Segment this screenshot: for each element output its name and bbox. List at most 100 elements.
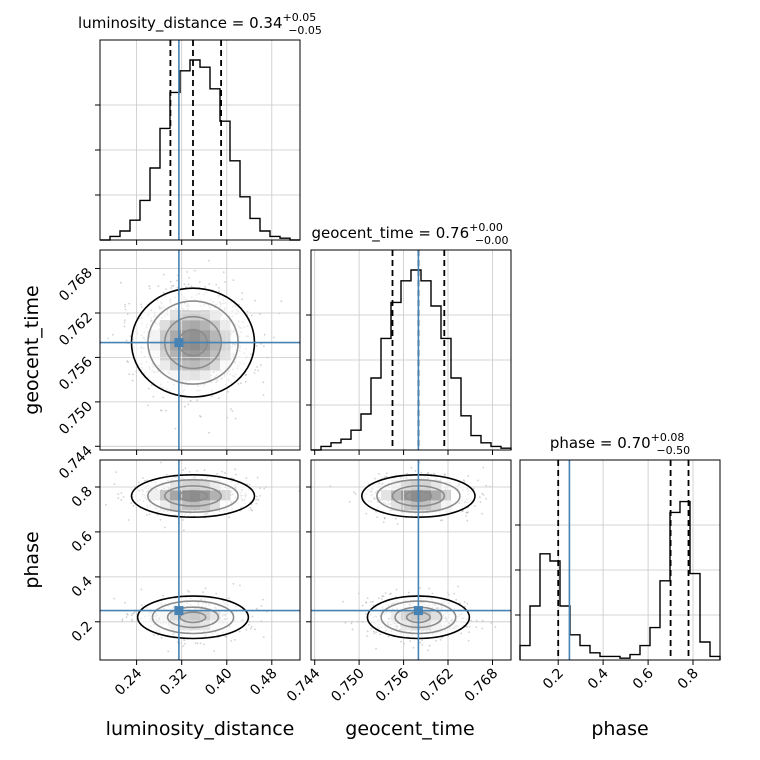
sample-point (127, 361, 129, 363)
sample-point (470, 619, 473, 622)
x-tick-label: 0.48 (247, 666, 280, 699)
sample-point (164, 526, 166, 529)
sample-point (199, 415, 202, 418)
sample-point (466, 625, 468, 628)
sample-point (130, 502, 133, 505)
sample-point (186, 589, 189, 592)
sample-point (230, 408, 232, 410)
y-tick-label: 0.2 (69, 618, 96, 645)
sample-point (396, 523, 399, 525)
truth-marker (413, 606, 423, 616)
sample-point (232, 279, 235, 281)
sample-point (380, 598, 383, 600)
sample-point (165, 288, 167, 290)
sample-point (381, 595, 384, 598)
sample-point (259, 487, 262, 489)
truth-marker (174, 606, 184, 616)
sample-point (257, 369, 260, 372)
sample-point (481, 619, 484, 622)
title-minus-error: −0.00 (475, 234, 509, 247)
panel-frame-phase-phase (519, 459, 721, 661)
sample-point (122, 496, 125, 498)
contours-phase-vs-luminosity-distance (130, 473, 256, 640)
sample-point (244, 380, 247, 383)
sample-point (193, 269, 196, 272)
panel-frame-phase-geocent-time (310, 459, 512, 661)
sample-point (132, 612, 135, 615)
sample-point (410, 466, 413, 469)
sample-point (457, 585, 459, 588)
grid-luminosity-distance-luminosity-distance (100, 40, 300, 240)
sample-point (157, 285, 160, 288)
sample-point (160, 636, 163, 639)
sample-point (400, 640, 402, 643)
sample-point (237, 383, 240, 385)
sample-point (379, 633, 382, 636)
sample-point (477, 479, 479, 482)
sample-point (376, 516, 378, 518)
sample-point (117, 493, 120, 495)
sample-point (365, 512, 368, 515)
sample-point (194, 642, 197, 644)
x-axis-label-geocent-time: geocent_time (345, 718, 474, 740)
x-tick-label: 0.6 (630, 665, 657, 692)
sample-point (329, 485, 332, 487)
sample-point (215, 284, 218, 286)
sample-point (148, 285, 151, 288)
title-plus-error: +0.00 (469, 221, 503, 234)
title-geocent-time: geocent_time = 0.76+0.00 −0.00 (311, 221, 508, 247)
sample-point (196, 642, 199, 645)
sample-point (263, 333, 266, 336)
sample-point (370, 627, 373, 630)
sample-point (224, 472, 227, 474)
title-value: geocent_time = 0.76 (311, 224, 469, 243)
sample-point (383, 517, 386, 520)
title-luminosity-distance: luminosity_distance = 0.34+0.05 −0.05 (78, 11, 322, 37)
sample-point (382, 595, 385, 598)
sample-point (481, 492, 484, 495)
sample-point (159, 409, 162, 412)
panel-frame-phase-luminosity-distance (99, 459, 301, 661)
sample-point (227, 597, 230, 600)
sample-point (377, 473, 380, 475)
sample-point (184, 642, 186, 645)
y-axis-label-geocent-time: geocent_time (21, 285, 43, 414)
sample-point (463, 601, 466, 603)
sample-point (375, 631, 377, 634)
sample-point (190, 285, 193, 288)
title-minus-error: −0.05 (288, 24, 322, 37)
sample-point (234, 468, 237, 471)
sample-point (256, 366, 258, 368)
sample-point (494, 626, 497, 629)
sample-point (365, 602, 368, 604)
sample-point (354, 493, 357, 495)
sample-point (111, 333, 114, 336)
sample-point (183, 283, 186, 286)
contour-level-4 (130, 473, 256, 518)
sample-point (189, 399, 192, 402)
sample-point (174, 427, 177, 430)
sample-point (444, 473, 446, 476)
x-tick-label: 0.32 (157, 666, 190, 699)
sample-point (131, 618, 133, 621)
sample-point (241, 292, 244, 294)
panel-frames (99, 39, 721, 661)
sample-point (463, 480, 466, 483)
sample-point (255, 607, 258, 610)
sample-point (150, 384, 153, 386)
sample-point (431, 592, 434, 595)
y-axis-label-phase: phase (21, 531, 43, 588)
title-phase: phase = 0.70+0.08 −0.50 (550, 431, 690, 457)
sample-point (227, 390, 229, 393)
sample-point (170, 287, 173, 289)
sample-point (183, 639, 186, 642)
sample-point (184, 405, 186, 408)
sample-point (342, 600, 344, 603)
sample-point (171, 284, 174, 287)
sample-point (224, 635, 227, 638)
sample-point (255, 344, 258, 347)
sample-point (459, 602, 461, 605)
sample-point (140, 306, 143, 308)
sample-point (124, 305, 126, 308)
